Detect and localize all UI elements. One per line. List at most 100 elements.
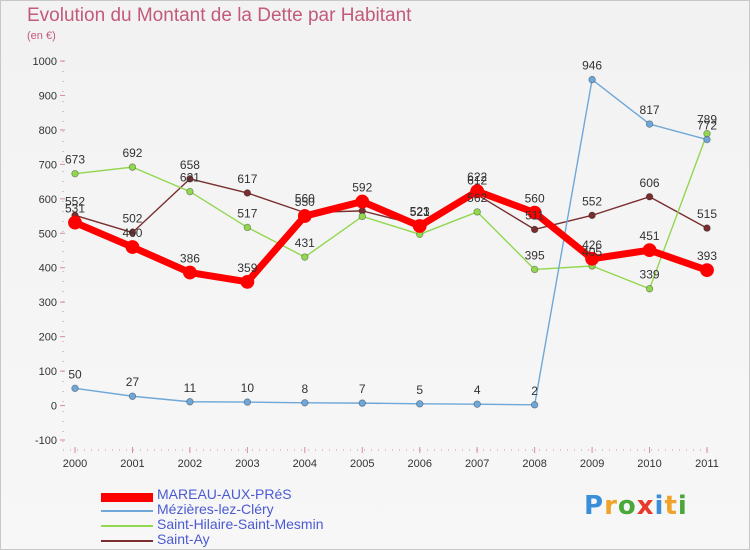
logo-letter: o <box>617 491 637 521</box>
series-0-data-label: 515 <box>697 207 717 221</box>
series-1-data-label: 789 <box>697 113 717 127</box>
series-2-point <box>416 400 424 408</box>
series-1-data-label: 405 <box>582 245 602 259</box>
series-1-data-label: 517 <box>237 206 257 220</box>
x-tick-label: 2003 <box>235 458 259 470</box>
series-2-point <box>186 398 194 406</box>
series-2-data-label: 2 <box>531 384 538 398</box>
series-3-data-label: 592 <box>352 181 372 195</box>
series-1-data-label: 673 <box>65 153 85 167</box>
series-3-point <box>700 263 714 278</box>
y-tick-label: 300 <box>39 297 57 309</box>
unit-label: (en €) <box>27 30 56 42</box>
series-2-data-label: 946 <box>582 59 602 73</box>
series-2-data-label: 8 <box>301 382 308 396</box>
series-2-data-label: 10 <box>241 381 255 395</box>
series-1-point <box>128 163 137 171</box>
series-0-data-label: 658 <box>180 158 200 172</box>
series-1-point <box>473 208 481 216</box>
series-1-data-label: 431 <box>295 236 315 250</box>
x-tick-label: 2009 <box>580 458 604 470</box>
y-tick-label: 800 <box>39 125 57 137</box>
logo-letter: i <box>654 491 665 521</box>
series-1-data-label: 621 <box>180 171 200 185</box>
series-3-point <box>355 194 370 209</box>
series-0-data-label: 502 <box>122 212 142 226</box>
series-2-point <box>243 398 252 406</box>
series-3-point <box>412 219 427 233</box>
x-tick-label: 2006 <box>407 458 431 470</box>
series-0-point <box>530 225 539 234</box>
x-tick-label: 2005 <box>350 458 374 470</box>
series-3-data-label: 359 <box>237 261 257 275</box>
series-0-data-label: 617 <box>237 172 257 186</box>
logo-letter: t <box>664 491 678 521</box>
series-1-point <box>243 223 252 232</box>
legend-swatch-mareau <box>101 493 153 502</box>
legend-swatch-mezieres <box>101 510 153 512</box>
series-2-data-label: 7 <box>359 382 366 396</box>
series-0-data-label: 612 <box>467 174 487 188</box>
series-0-data-label: 552 <box>65 194 85 208</box>
series-3-point <box>585 251 599 266</box>
y-tick-label: 200 <box>39 332 57 344</box>
logo-letter: x <box>636 491 655 521</box>
series-1-point <box>358 212 366 221</box>
series-3-point <box>527 205 542 220</box>
series-3-line <box>73 187 709 286</box>
series-0-line <box>74 178 708 234</box>
series-0-data-label: 606 <box>640 176 660 190</box>
series-2-point <box>71 384 79 393</box>
series-3-data-label: 460 <box>122 226 142 240</box>
series-3-data-label: 560 <box>525 192 545 206</box>
series-1-point <box>71 169 79 178</box>
legend-label-saint-hilaire: Saint-Hilaire-Saint-Mesmin <box>157 516 324 532</box>
y-tick-label: -100 <box>35 435 57 447</box>
y-tick-label: 100 <box>39 366 57 378</box>
series-3-data-label: 521 <box>410 205 430 219</box>
series-1-point <box>530 265 539 274</box>
legend-label-mareau: MAREAU-AUX-PRéS <box>157 486 292 502</box>
series-2-point <box>530 401 539 409</box>
series-0-data-label: 552 <box>582 194 602 208</box>
series-1-data-label: 339 <box>640 268 660 282</box>
series-2-data-label: 11 <box>184 381 197 395</box>
legend-label-mezieres: Mézières-lez-Cléry <box>157 501 274 517</box>
legend-label-saint-ay: Saint-Ay <box>157 531 210 547</box>
x-tick-label: 2004 <box>293 458 317 470</box>
logo-letter: r <box>604 491 618 521</box>
logo-letter: i <box>677 491 688 521</box>
series-3-point <box>68 215 82 230</box>
series-2-data-label: 817 <box>640 103 660 117</box>
series-2-data-label: 5 <box>416 383 423 397</box>
x-tick-label: 2007 <box>465 458 489 470</box>
series-2-data-label: 27 <box>126 375 140 389</box>
series-2-point <box>703 135 711 144</box>
series-1-data-label: 562 <box>467 191 487 205</box>
series-layer <box>68 75 714 409</box>
x-tick-label: 2002 <box>178 458 202 470</box>
series-3-data-label: 531 <box>65 202 85 216</box>
series-0-point <box>645 193 654 201</box>
legend-swatch-saint-hilaire <box>101 525 153 527</box>
x-tick-label: 2008 <box>522 458 546 470</box>
x-tick-label: 2000 <box>63 458 87 470</box>
series-2-point <box>301 399 309 407</box>
series-3-data-label: 451 <box>640 229 660 243</box>
series-2-point <box>128 392 137 400</box>
x-tick-label: 2010 <box>637 458 661 470</box>
series-3-point <box>125 240 140 254</box>
x-tick-label: 2001 <box>120 458 144 470</box>
y-tick-label: 400 <box>39 263 57 275</box>
series-2-point <box>645 120 654 128</box>
series-0-data-label: 560 <box>295 192 315 206</box>
series-0-point <box>703 224 711 232</box>
series-3-data-label: 550 <box>295 195 315 209</box>
series-3-data-label: 393 <box>697 249 717 263</box>
series-0-data-label: 523 <box>410 204 430 218</box>
series-0-point <box>243 189 252 197</box>
series-3-point <box>297 209 312 223</box>
